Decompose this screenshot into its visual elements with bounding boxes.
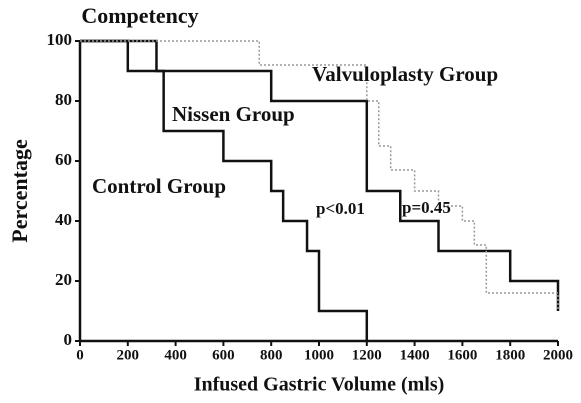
series-label: Nissen Group bbox=[172, 102, 295, 126]
x-tick-label: 1800 bbox=[495, 347, 525, 363]
y-tick-label: 20 bbox=[55, 270, 72, 289]
x-tick-label: 200 bbox=[117, 347, 140, 363]
annotation: p<0.01 bbox=[316, 199, 365, 218]
x-tick-label: 800 bbox=[260, 347, 283, 363]
x-tick-label: 1600 bbox=[447, 347, 477, 363]
step-line bbox=[80, 39, 369, 341]
x-axis-label: Infused Gastric Volume (mls) bbox=[194, 374, 445, 396]
series-label: Control Group bbox=[92, 174, 226, 198]
x-tick-label: 1400 bbox=[400, 347, 430, 363]
series-label: Valvuloplasty Group bbox=[312, 62, 498, 86]
y-tick-label: 0 bbox=[64, 330, 73, 349]
annotation: p=0.45 bbox=[402, 198, 451, 217]
step-line bbox=[80, 40, 559, 311]
x-tick-label: 400 bbox=[164, 347, 187, 363]
x-tick-label: 1000 bbox=[304, 347, 334, 363]
x-tick-label: 1200 bbox=[352, 347, 382, 363]
y-tick-label: 100 bbox=[47, 30, 73, 49]
x-tick-label: 0 bbox=[76, 347, 84, 363]
chart-title: Competency bbox=[81, 3, 198, 28]
y-tick-label: 60 bbox=[55, 150, 72, 169]
y-tick-label: 80 bbox=[55, 90, 72, 109]
step-line bbox=[80, 39, 560, 311]
y-axis-label: Percentage bbox=[7, 139, 32, 243]
x-tick-label: 600 bbox=[212, 347, 235, 363]
y-tick-label: 40 bbox=[55, 210, 72, 229]
x-tick-label: 2000 bbox=[543, 347, 573, 363]
